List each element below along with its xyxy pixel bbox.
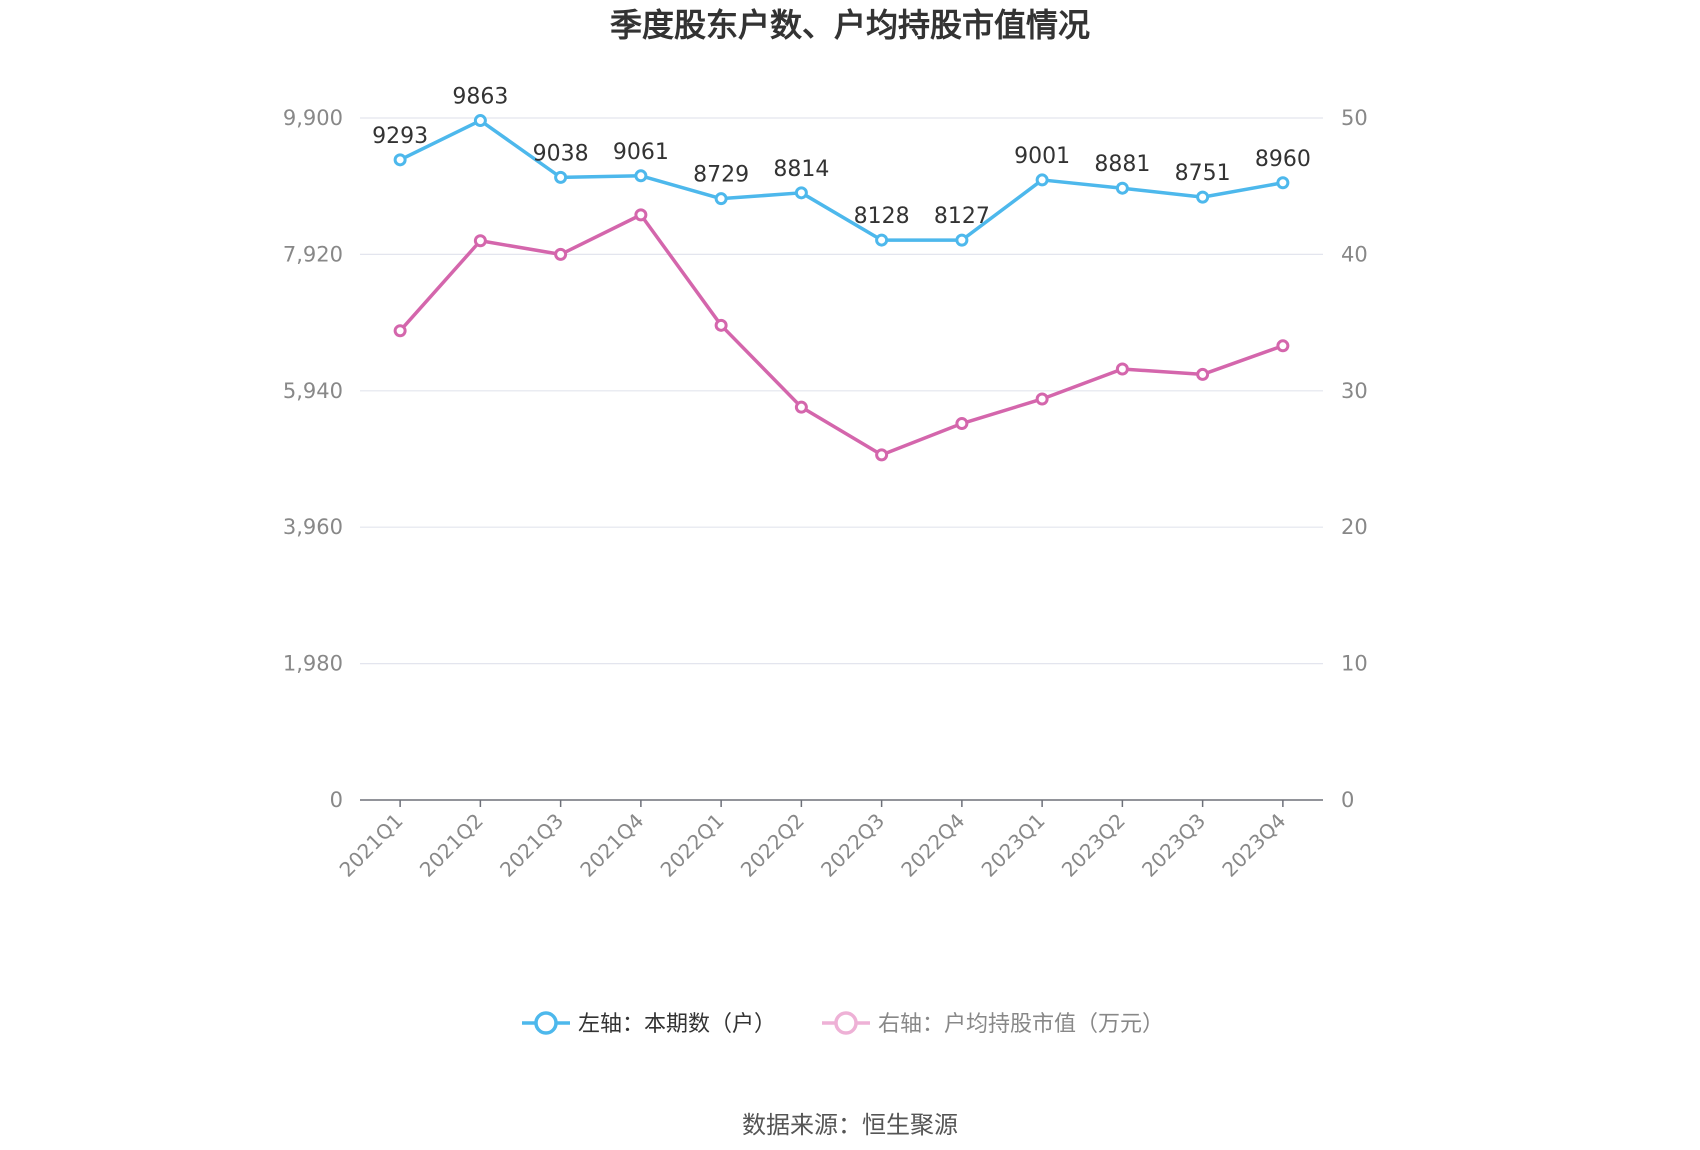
legend-circle-icon (834, 1011, 858, 1035)
x-axis-tick-label: 2022Q1 (656, 809, 729, 882)
left-axis-tick-label: 5,940 (283, 379, 343, 403)
series-1-data-label: 8729 (693, 163, 749, 188)
x-axis-tick-label: 2022Q2 (736, 809, 809, 882)
right-axis-tick-label: 10 (1341, 652, 1368, 676)
series-2-point[interactable] (1196, 367, 1210, 381)
series-1-data-label: 9038 (533, 141, 589, 166)
right-axis-tick-label: 40 (1341, 242, 1368, 266)
series-2-point[interactable] (714, 318, 728, 332)
x-axis-tick-label: 2022Q4 (896, 809, 969, 882)
left-axis-tick-label: 7,920 (283, 242, 343, 266)
right-axis-tick-label: 50 (1341, 106, 1368, 130)
series-1-point[interactable] (794, 186, 808, 200)
x-axis-tick-label: 2021Q1 (335, 809, 408, 882)
legend[interactable]: 左轴：本期数（户） 右轴：户均持股市值（万元） (522, 1011, 1164, 1037)
left-axis-tick-label: 1,980 (283, 652, 343, 676)
series-1-data-label: 8751 (1175, 161, 1231, 186)
x-axis-tick-label: 2021Q2 (415, 809, 488, 882)
right-axis-tick-label: 0 (1341, 788, 1354, 812)
series-1-point[interactable] (473, 114, 487, 128)
series-1-point[interactable] (1035, 173, 1049, 187)
right-axis-tick-label: 30 (1341, 379, 1368, 403)
grid-layer (360, 117, 1323, 665)
series-2-point[interactable] (794, 400, 808, 414)
axis-layer: 0 0 1,980 10 3,960 20 5,940 30 7,920 40 9,900 50 202… (283, 106, 1368, 882)
series-1-data-label: 9061 (613, 140, 669, 165)
legend-label: 右轴：户均持股市值（万元） (878, 1012, 1164, 1037)
series-1-point[interactable] (393, 153, 407, 167)
series-1-data-label: 8128 (854, 204, 910, 229)
series-1-point[interactable] (1276, 176, 1290, 190)
series-1-data-label: 8814 (773, 157, 829, 182)
series-2-point[interactable] (473, 234, 487, 248)
series-1-data-label: 9001 (1014, 144, 1070, 169)
chart-title: 季度股东户数、户均持股市值情况 (610, 6, 1090, 44)
series-2-point[interactable] (1115, 362, 1129, 376)
x-axis-tick-label: 2023Q4 (1217, 809, 1290, 882)
series-2-point[interactable] (1035, 392, 1049, 406)
right-axis-tick-label: 20 (1341, 515, 1368, 539)
label-layer: 9293 9863 9038 9061 8729 8814 8128 8127 9001 8881… (372, 85, 1311, 230)
series-line-1 (399, 118, 1284, 242)
x-axis-tick-label: 2023Q2 (1057, 809, 1130, 882)
left-axis-tick-label: 9,900 (283, 106, 343, 130)
legend-item-1[interactable]: 左轴：本期数（户） (522, 1011, 776, 1037)
series-2-point[interactable] (875, 448, 889, 462)
series-1-point[interactable] (714, 192, 728, 206)
legend-circle-icon (534, 1011, 558, 1035)
series-2-point[interactable] (393, 324, 407, 338)
legend-item-2[interactable]: 右轴：户均持股市值（万元） (822, 1011, 1164, 1037)
x-axis-tick-label: 2021Q4 (575, 809, 648, 882)
series-2-point[interactable] (554, 247, 568, 261)
series-1-data-label: 8881 (1094, 152, 1150, 177)
series-2-point[interactable] (955, 417, 969, 431)
x-axis-tick-label: 2023Q1 (977, 809, 1050, 882)
legend-label: 左轴：本期数（户） (578, 1012, 776, 1037)
series-2-point[interactable] (634, 208, 648, 222)
series-layer (393, 114, 1290, 462)
series-line-2 (398, 213, 1284, 457)
left-axis-tick-label: 3,960 (283, 515, 343, 539)
series-1-point[interactable] (554, 170, 568, 184)
series-1-point[interactable] (634, 169, 648, 183)
series-1-data-label: 8960 (1255, 147, 1311, 172)
x-axis-tick-label: 2023Q3 (1137, 809, 1210, 882)
series-1-data-label: 9293 (372, 124, 428, 149)
series-2-point[interactable] (1276, 339, 1290, 353)
series-1-point[interactable] (875, 233, 889, 247)
x-axis-tick-label: 2021Q3 (495, 809, 568, 882)
series-1-data-label: 9863 (452, 85, 508, 110)
series-1-data-label: 8127 (934, 204, 990, 229)
series-1-point[interactable] (1115, 181, 1129, 195)
source-note: 数据来源：恒生聚源 (742, 1111, 958, 1139)
left-axis-tick-label: 0 (330, 788, 343, 812)
x-axis-tick-label: 2022Q3 (816, 809, 889, 882)
series-1-point[interactable] (1196, 190, 1210, 204)
series-1-point[interactable] (955, 233, 969, 247)
